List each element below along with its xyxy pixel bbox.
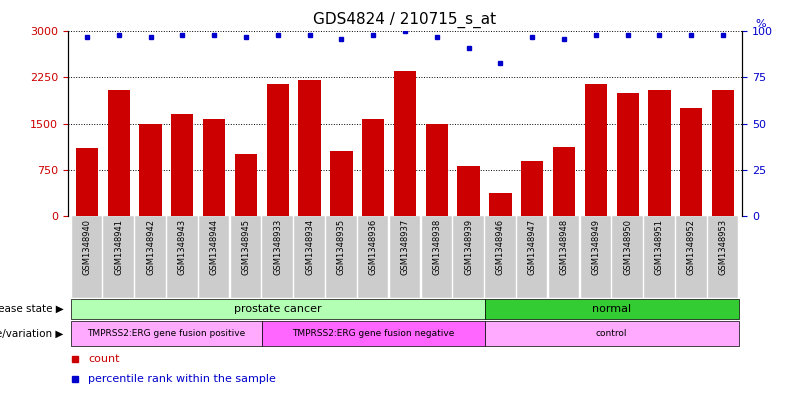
Bar xyxy=(581,216,611,298)
Bar xyxy=(712,90,734,216)
Text: TMPRSS2:ERG gene fusion positive: TMPRSS2:ERG gene fusion positive xyxy=(87,329,246,338)
Bar xyxy=(267,84,289,216)
Text: GSM1348933: GSM1348933 xyxy=(273,219,282,275)
Bar xyxy=(263,216,293,298)
Text: control: control xyxy=(596,329,627,338)
Text: percentile rank within the sample: percentile rank within the sample xyxy=(88,374,276,384)
Bar xyxy=(231,216,261,298)
Bar xyxy=(425,124,448,216)
Bar xyxy=(644,216,674,298)
Text: normal: normal xyxy=(592,304,631,314)
Bar xyxy=(330,151,353,216)
Text: GSM1348953: GSM1348953 xyxy=(718,219,728,275)
Text: GSM1348941: GSM1348941 xyxy=(114,219,123,275)
Bar xyxy=(235,154,257,216)
Bar xyxy=(612,216,643,298)
Bar xyxy=(76,148,98,216)
Bar xyxy=(262,321,484,346)
Bar xyxy=(135,216,166,298)
Bar xyxy=(680,108,702,216)
Bar xyxy=(71,321,262,346)
Text: GSM1348949: GSM1348949 xyxy=(591,219,600,275)
Text: count: count xyxy=(88,354,120,364)
Bar xyxy=(72,216,102,298)
Bar xyxy=(648,90,670,216)
Bar xyxy=(453,216,484,298)
Text: genotype/variation ▶: genotype/variation ▶ xyxy=(0,329,64,339)
Bar xyxy=(167,216,198,298)
Bar xyxy=(484,299,739,319)
Text: GSM1348935: GSM1348935 xyxy=(337,219,346,275)
Bar xyxy=(708,216,738,298)
Text: GSM1348944: GSM1348944 xyxy=(210,219,219,275)
Bar xyxy=(358,216,389,298)
Text: GSM1348942: GSM1348942 xyxy=(146,219,155,275)
Bar xyxy=(517,216,547,298)
Text: GSM1348940: GSM1348940 xyxy=(82,219,92,275)
Bar xyxy=(394,71,416,216)
Bar xyxy=(389,216,421,298)
Bar xyxy=(489,193,512,216)
Bar xyxy=(585,84,607,216)
Bar xyxy=(521,161,543,216)
Bar xyxy=(485,216,516,298)
Bar xyxy=(108,90,130,216)
Text: GSM1348947: GSM1348947 xyxy=(527,219,537,275)
Bar xyxy=(421,216,452,298)
Text: disease state ▶: disease state ▶ xyxy=(0,304,64,314)
Bar xyxy=(549,216,579,298)
Bar xyxy=(484,321,739,346)
Text: GSM1348943: GSM1348943 xyxy=(178,219,187,275)
Bar xyxy=(199,216,229,298)
Text: GSM1348937: GSM1348937 xyxy=(401,219,409,275)
Bar xyxy=(617,93,638,216)
Bar xyxy=(298,81,321,216)
Text: GSM1348948: GSM1348948 xyxy=(559,219,568,275)
Title: GDS4824 / 210715_s_at: GDS4824 / 210715_s_at xyxy=(314,12,496,28)
Text: GSM1348952: GSM1348952 xyxy=(687,219,696,275)
Bar xyxy=(676,216,706,298)
Bar xyxy=(457,165,480,216)
Bar xyxy=(553,147,575,216)
Bar xyxy=(172,114,193,216)
Bar xyxy=(294,216,325,298)
Text: GSM1348950: GSM1348950 xyxy=(623,219,632,275)
Bar xyxy=(71,299,484,319)
Bar xyxy=(104,216,134,298)
Bar xyxy=(362,119,385,216)
Bar xyxy=(326,216,357,298)
Text: GSM1348938: GSM1348938 xyxy=(433,219,441,275)
Text: GSM1348936: GSM1348936 xyxy=(369,219,377,275)
Bar xyxy=(140,124,162,216)
Text: TMPRSS2:ERG gene fusion negative: TMPRSS2:ERG gene fusion negative xyxy=(292,329,454,338)
Text: GSM1348945: GSM1348945 xyxy=(242,219,251,275)
Bar xyxy=(203,119,225,216)
Text: GSM1348934: GSM1348934 xyxy=(305,219,314,275)
Text: prostate cancer: prostate cancer xyxy=(234,304,322,314)
Text: GSM1348946: GSM1348946 xyxy=(496,219,505,275)
Text: GSM1348951: GSM1348951 xyxy=(655,219,664,275)
Text: GSM1348939: GSM1348939 xyxy=(464,219,473,275)
Text: %: % xyxy=(756,19,766,29)
